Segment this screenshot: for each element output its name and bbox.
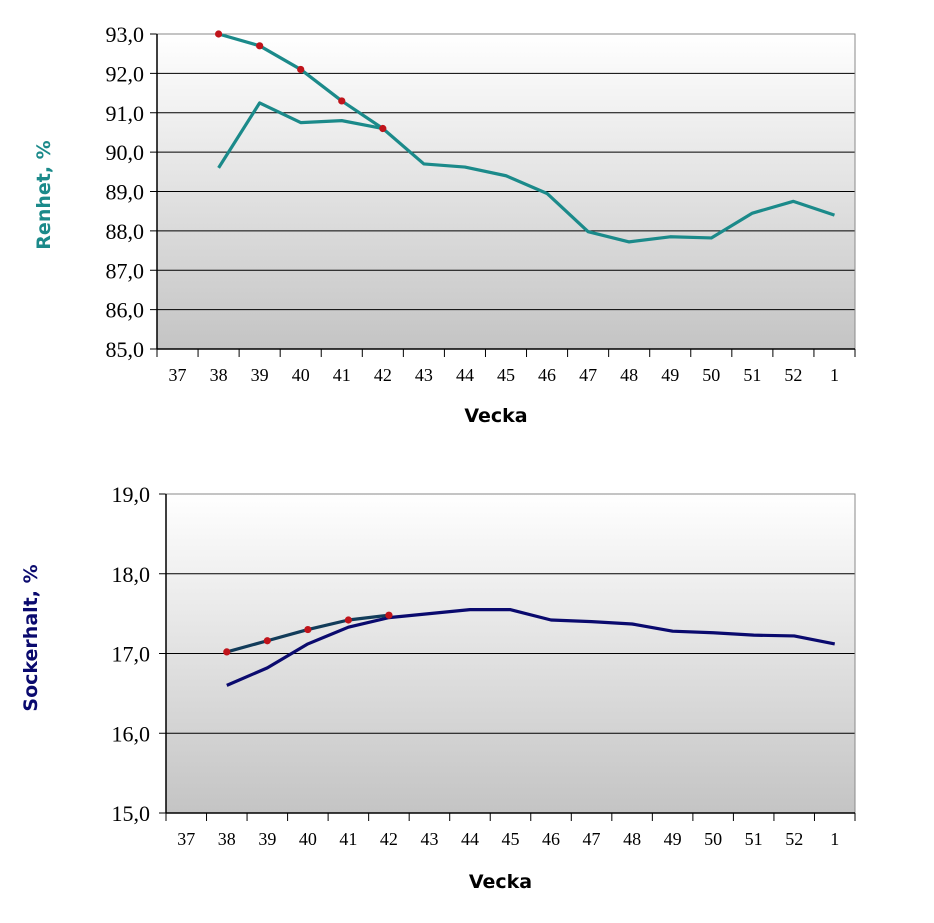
y-tick-label: 88,0 <box>106 219 145 244</box>
y-tick-label: 92,0 <box>106 61 145 86</box>
data-point <box>297 65 305 74</box>
x-tick-label: 1 <box>830 365 839 385</box>
x-tick-label: 47 <box>579 365 597 385</box>
x-axis-title: Vecka <box>464 405 527 427</box>
x-tick-label: 37 <box>169 365 187 385</box>
y-tick-label: 17,0 <box>112 642 151 667</box>
data-point <box>385 611 393 619</box>
data-point <box>256 42 264 50</box>
x-tick-label: 49 <box>664 829 682 849</box>
data-point <box>304 625 312 634</box>
y-tick-label: 90,0 <box>106 140 145 165</box>
x-tick-label: 39 <box>258 829 276 849</box>
x-tick-label: 48 <box>623 829 641 849</box>
y-tick-label: 85,0 <box>106 337 145 362</box>
y-tick-label: 18,0 <box>112 562 151 587</box>
x-axis-title: Vecka <box>469 871 532 893</box>
series-line <box>217 101 835 244</box>
x-tick-label: 46 <box>542 829 560 849</box>
x-tick-label: 37 <box>177 829 195 849</box>
x-tick-label: 49 <box>661 365 679 385</box>
x-tick-label: 51 <box>743 365 761 385</box>
x-tick-label: 42 <box>380 829 398 849</box>
sockerhalt-chart: 15,0 16,0 17,0 18,0 19,0 37 38 39 40 41 42 43 44 45 46… <box>20 482 856 893</box>
series-line <box>226 608 836 687</box>
data-point <box>379 124 387 133</box>
renhet-chart: 85,0 86,0 87,0 88,0 89,0 90,0 91,0 92,0 93,0 37 38… <box>33 22 856 427</box>
x-tick-label: 43 <box>415 365 433 385</box>
x-tick-label: 43 <box>420 829 438 849</box>
x-tick-label: 52 <box>785 829 803 849</box>
data-point <box>338 97 346 105</box>
y-tick-label: 93,0 <box>106 22 145 47</box>
x-tick-label: 38 <box>210 365 228 385</box>
x-tick-label: 41 <box>339 829 357 849</box>
x-tick-label: 38 <box>218 829 236 849</box>
x-tick-label: 50 <box>704 829 722 849</box>
y-tick-label: 16,0 <box>112 721 151 746</box>
data-point <box>214 30 223 38</box>
x-tick-label: 40 <box>299 829 317 849</box>
y-axis-title: Renhet, % <box>33 140 55 249</box>
y-axis-title: Sockerhalt, % <box>20 564 42 711</box>
x-tick-label: 45 <box>502 829 520 849</box>
x-tick-label: 39 <box>251 365 269 385</box>
x-tick-label: 1 <box>830 829 839 849</box>
x-tick-label: 48 <box>620 365 638 385</box>
y-tick-label: 15,0 <box>112 801 151 826</box>
y-tick-label: 19,0 <box>112 482 151 507</box>
x-tick-label: 45 <box>497 365 515 385</box>
y-tick-label: 91,0 <box>106 101 145 126</box>
data-point <box>344 616 352 624</box>
x-tick-label: 46 <box>538 365 556 385</box>
x-tick-label: 41 <box>333 365 351 385</box>
y-tick-label: 87,0 <box>106 258 145 283</box>
x-tick-label: 52 <box>784 365 802 385</box>
y-tick-label: 86,0 <box>106 298 145 323</box>
x-tick-label: 44 <box>456 365 474 385</box>
y-tick-label: 89,0 <box>106 180 145 205</box>
x-tick-label: 50 <box>702 365 720 385</box>
x-tick-label: 42 <box>374 365 392 385</box>
x-tick-label: 47 <box>583 829 601 849</box>
x-tick-label: 44 <box>461 829 479 849</box>
x-tick-label: 51 <box>745 829 763 849</box>
data-point <box>263 637 271 645</box>
x-tick-label: 40 <box>292 365 310 385</box>
data-point <box>223 648 231 656</box>
